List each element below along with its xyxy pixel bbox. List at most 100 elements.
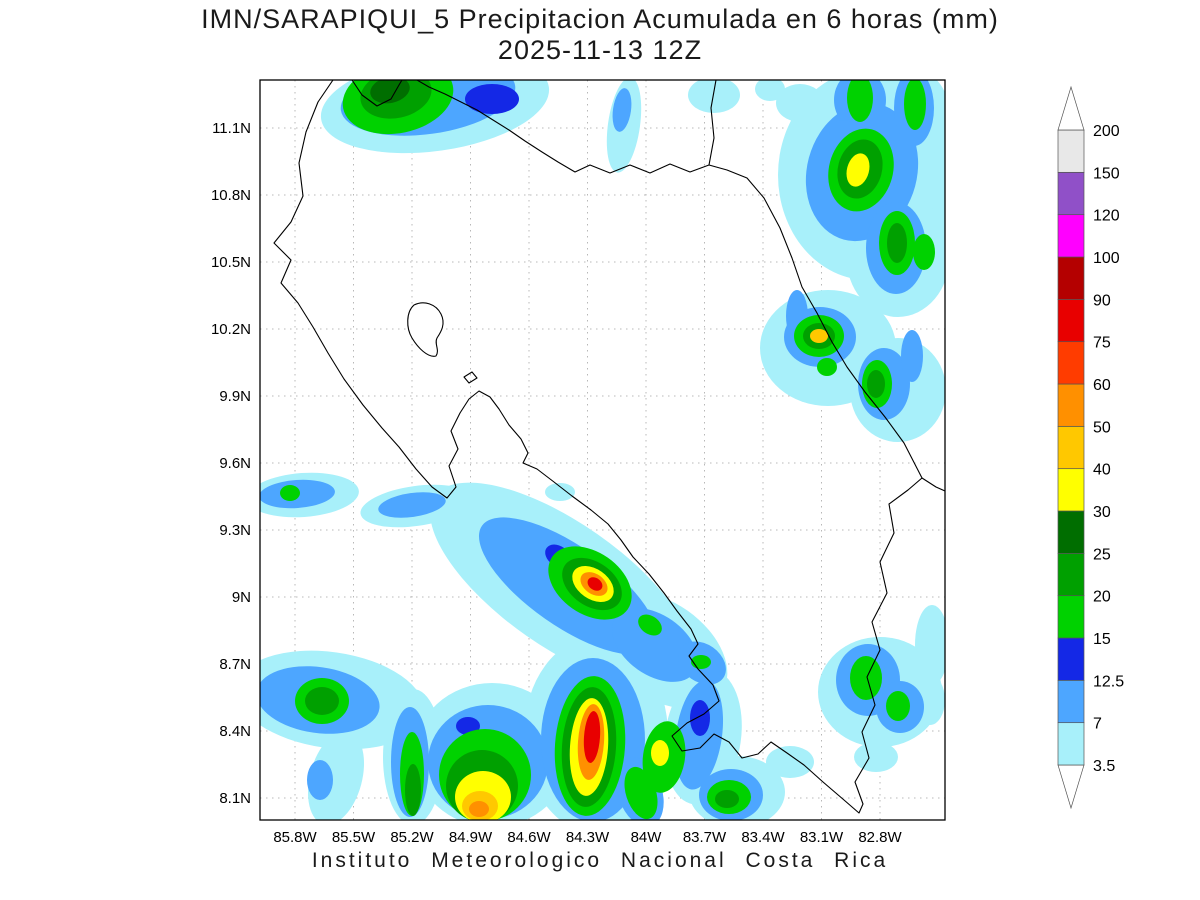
legend-band bbox=[1057, 679, 1085, 724]
legend-band bbox=[1057, 722, 1085, 766]
precip-cell bbox=[651, 740, 669, 766]
precip-cell bbox=[587, 577, 603, 591]
precip-cell bbox=[867, 370, 885, 398]
legend-band bbox=[1057, 510, 1085, 554]
legend-band bbox=[1057, 468, 1085, 512]
precip-cell bbox=[307, 760, 333, 800]
plot-frame bbox=[259, 79, 946, 821]
precip-cell bbox=[307, 731, 365, 820]
legend-band bbox=[1057, 256, 1085, 300]
legend-arrow-top bbox=[1057, 85, 1085, 131]
precip-cell bbox=[545, 483, 575, 501]
precip-cell bbox=[690, 700, 710, 736]
precip-cell bbox=[847, 80, 873, 122]
precip-cell bbox=[846, 153, 870, 187]
legend-band bbox=[1057, 383, 1085, 427]
legend-level-label: 40 bbox=[1093, 462, 1111, 479]
precip-cell bbox=[612, 88, 632, 132]
x-tick-label: 85.8W bbox=[273, 829, 317, 846]
legend-arrow-bottom bbox=[1057, 764, 1085, 810]
axis-labels: 85.8W 85.5W 85.2W 84.9W 84.6W 84.3W 84W 83.7W 83… bbox=[211, 120, 903, 846]
precip-cell bbox=[405, 764, 421, 816]
precip-cell bbox=[465, 84, 519, 114]
precip-cell bbox=[691, 655, 711, 669]
precip-cell bbox=[305, 687, 339, 715]
legend-level-label: 30 bbox=[1093, 504, 1111, 521]
legend-band bbox=[1057, 552, 1085, 597]
precip-cell bbox=[612, 608, 698, 682]
legend-level-label: 15 bbox=[1093, 631, 1111, 648]
legend-band bbox=[1057, 298, 1085, 343]
x-tick-label: 82.8W bbox=[858, 829, 902, 846]
legend-level-label: 75 bbox=[1093, 335, 1111, 352]
y-tick-label: 9.9N bbox=[219, 388, 251, 405]
legend-level-label: 120 bbox=[1093, 208, 1120, 225]
border-zigzag-north bbox=[351, 80, 403, 107]
lake-outline bbox=[407, 302, 444, 357]
legend-level-label: 90 bbox=[1093, 292, 1111, 309]
x-tick-label: 84.3W bbox=[566, 829, 610, 846]
panama-caribbean-coast bbox=[921, 477, 945, 492]
precip-cell bbox=[583, 711, 601, 763]
gulf-island bbox=[463, 371, 478, 384]
y-tick-label: 9N bbox=[232, 589, 251, 606]
y-tick-label: 8.4N bbox=[219, 723, 251, 740]
x-tick-label: 83.4W bbox=[741, 829, 785, 846]
precip-cell bbox=[280, 485, 300, 501]
y-tick-label: 10.8N bbox=[211, 187, 251, 204]
precipitation-shading bbox=[260, 80, 945, 820]
precip-cell bbox=[810, 329, 828, 343]
precip-cell bbox=[766, 746, 814, 778]
color-scale-legend: 3.5 7 12.5 15 20 25 30 40 50 60 75 90 100 120 150 200 bbox=[1057, 85, 1124, 810]
chart-caption: Instituto Meteorologico Nacional Costa R… bbox=[311, 849, 889, 872]
precip-cell bbox=[904, 80, 926, 130]
x-tick-label: 85.2W bbox=[390, 829, 434, 846]
chart-subtitle: 2025-11-13 12Z bbox=[497, 35, 703, 65]
precip-cell bbox=[886, 691, 910, 721]
legend-level-label: 7 bbox=[1093, 716, 1102, 733]
x-tick-label: 84.9W bbox=[449, 829, 493, 846]
legend-band bbox=[1057, 425, 1085, 470]
y-tick-label: 10.2N bbox=[211, 321, 251, 338]
precip-cell bbox=[715, 790, 739, 808]
legend-level-label: 12.5 bbox=[1093, 673, 1124, 690]
precip-cell bbox=[901, 330, 923, 382]
precip-cell bbox=[469, 801, 489, 817]
y-tick-label: 9.3N bbox=[219, 522, 251, 539]
precip-cell bbox=[688, 80, 740, 113]
coastline-main bbox=[273, 80, 923, 814]
legend-band bbox=[1057, 637, 1085, 681]
x-tick-label: 83.7W bbox=[683, 829, 727, 846]
legend-band bbox=[1057, 171, 1085, 216]
x-tick-label: 85.5W bbox=[332, 829, 376, 846]
y-tick-label: 8.7N bbox=[219, 656, 251, 673]
precip-cell bbox=[755, 80, 785, 101]
legend-level-label: 100 bbox=[1093, 250, 1120, 267]
nicaragua-caribbean-coast bbox=[708, 80, 717, 166]
legend-band bbox=[1057, 129, 1085, 173]
precip-cell bbox=[915, 605, 945, 685]
precip-cell bbox=[638, 614, 662, 636]
precip-cell bbox=[850, 656, 882, 700]
legend-level-label: 60 bbox=[1093, 377, 1111, 394]
x-tick-label: 84.6W bbox=[507, 829, 551, 846]
costa-rica-coastline bbox=[273, 80, 945, 814]
legend-level-label: 150 bbox=[1093, 165, 1120, 182]
legend-band bbox=[1057, 341, 1085, 385]
y-tick-label: 11.1N bbox=[212, 120, 251, 137]
legend-level-label: 50 bbox=[1093, 419, 1111, 436]
legend-level-label: 200 bbox=[1093, 123, 1120, 140]
precip-cell bbox=[887, 223, 907, 263]
precip-cell bbox=[776, 84, 824, 122]
y-tick-label: 10.5N bbox=[211, 254, 251, 271]
y-tick-label: 9.6N bbox=[219, 455, 251, 472]
legend-band bbox=[1057, 595, 1085, 639]
legend-level-label: 20 bbox=[1093, 589, 1111, 606]
legend-level-label: 3.5 bbox=[1093, 758, 1115, 775]
x-tick-label: 83.1W bbox=[800, 829, 844, 846]
precip-cell bbox=[913, 234, 935, 270]
x-tick-label: 84W bbox=[631, 829, 663, 846]
chart-title: IMN/SARAPIQUI_5 Precipitacion Acumulada … bbox=[201, 4, 999, 34]
precip-cell bbox=[817, 358, 837, 376]
